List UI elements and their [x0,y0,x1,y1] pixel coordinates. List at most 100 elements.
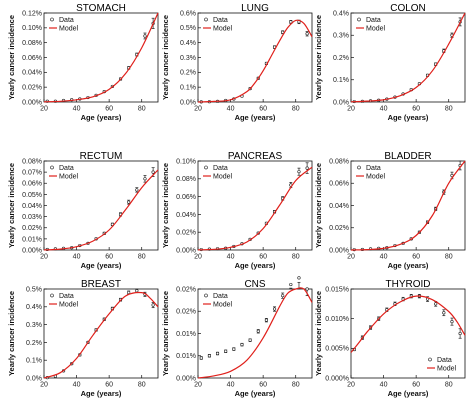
x-axis-label: Age (years) [81,261,122,270]
legend-data-label: Data [366,17,381,24]
legend-model-label: Model [59,302,79,309]
data-point [127,200,131,204]
legend-data-label: Data [213,17,228,24]
plot-frame [350,288,466,379]
x-tick-label: 20 [194,106,202,113]
y-tick-label: 0.10% [22,25,42,32]
x-tick-label: 40 [380,106,388,113]
panel-title: LUNG [241,3,269,14]
legend-data-marker [50,293,54,298]
y-tick-label: 0.01% [176,331,196,338]
y-tick-label: 0.06% [176,194,196,201]
y-tick-label: 0.00% [22,247,42,254]
x-tick-label: 80 [138,106,146,113]
data-point [450,320,454,324]
legend-data-marker [428,357,432,362]
x-tick-label: 40 [227,254,235,261]
x-tick-label: 60 [412,382,420,389]
legend-model-label: Model [213,174,233,181]
x-tick-label: 80 [445,106,453,113]
y-tick-label: 0.02% [329,225,349,232]
y-tick-label: 0.04% [22,203,42,210]
y-tick-label: 0.00% [176,375,196,382]
x-tick-label: 20 [194,254,202,261]
x-axis-label: Age (years) [235,389,276,398]
data-point [240,343,244,347]
model-curve [197,166,313,251]
x-tick-label: 40 [73,106,81,113]
y-axis-label: Yearly cancer incidence [314,163,323,248]
y-tick-label: 0.12% [22,10,42,17]
y-axis-label: Yearly cancer incidence [314,15,323,100]
y-tick-label: 0.0% [333,99,349,106]
x-tick-label: 40 [73,382,81,389]
y-tick-label: 0.005% [325,346,349,353]
data-point [256,329,260,333]
panel-lung: LUNG 20 40 60 80 0.0% 0.1% 0.2% 0.3% 0.4% 0.5% 0.6%… [161,3,313,122]
y-tick-label: 0.01% [176,353,196,360]
legend-model-label: Model [213,302,233,309]
model-curve [350,160,466,251]
y-axis-label: Yearly cancer incidence [161,291,170,376]
y-tick-label: 0.04% [329,203,349,210]
model-curve [43,291,159,379]
y-tick-label: 0.06% [329,181,349,188]
y-axis-label: Yearly cancer incidence [161,163,170,248]
plot-frame [197,160,313,251]
data-point [305,287,309,291]
legend-model-label: Model [366,174,386,181]
x-tick-label: 60 [259,106,267,113]
data-point [281,294,285,298]
x-axis-label: Age (years) [81,113,122,122]
x-tick-label: 40 [227,382,235,389]
panel-stomach: STOMACH 20 40 60 80 0.00% 0.02% 0.04% 0.06% 0.08%… [7,3,159,122]
legend-model-label: Model [437,366,457,373]
x-tick-label: 40 [380,254,388,261]
y-tick-label: 0.6% [180,10,196,17]
y-tick-label: 0.010% [325,316,349,323]
data-point [297,170,301,174]
panel-colon: COLON 20 40 60 80 0.0% 0.1% 0.2% 0.3% 0.4% Age (ye… [314,3,466,122]
y-axis-label: Yearly cancer incidence [7,163,16,248]
legend-data-label: Data [366,165,381,172]
x-tick-label: 80 [292,382,300,389]
panel-title: COLON [390,3,426,14]
y-tick-label: 0.1% [333,77,349,84]
data-point [143,177,147,181]
x-tick-label: 60 [412,106,420,113]
data-point [224,349,228,353]
x-tick-label: 60 [105,106,113,113]
y-tick-label: 0.04% [22,70,42,77]
x-tick-label: 40 [380,382,388,389]
y-tick-label: 0.4% [180,40,196,47]
legend: Data Model [356,165,386,181]
x-tick-label: 80 [445,382,453,389]
y-tick-label: 0.10% [176,158,196,165]
y-tick-label: 0.02% [22,85,42,92]
y-tick-label: 0.2% [180,70,196,77]
x-tick-label: 40 [73,254,81,261]
panel-pancreas: PANCREAS 20 40 60 80 0.00% 0.02% 0.04% 0.06% 0.08… [161,151,313,270]
y-tick-label: 0.0% [180,99,196,106]
legend-data-label: Data [213,293,228,300]
y-axis-label: Yearly cancer incidence [314,291,323,376]
y-axis-label: Yearly cancer incidence [161,15,170,100]
x-tick-label: 20 [347,254,355,261]
y-tick-label: 0.02% [22,225,42,232]
panel-title: THYROID [386,279,431,290]
y-tick-label: 0.04% [176,212,196,219]
legend-data-marker [204,293,208,298]
panel-cns: CNS 20 40 60 80 0.00% 0.01% 0.01% 0.02% 0.02% Age … [161,276,313,398]
y-tick-label: 0.00% [329,247,349,254]
y-tick-label: 0.00% [176,247,196,254]
legend-data-label: Data [437,357,452,364]
x-tick-label: 60 [105,382,113,389]
legend: Data Model [203,17,233,33]
x-axis-label: Age (years) [235,261,276,270]
panel-title: BLADDER [384,151,431,162]
data-point [135,188,139,192]
x-tick-label: 20 [40,254,48,261]
y-tick-label: 0.03% [22,214,42,221]
model-curve [43,169,159,251]
